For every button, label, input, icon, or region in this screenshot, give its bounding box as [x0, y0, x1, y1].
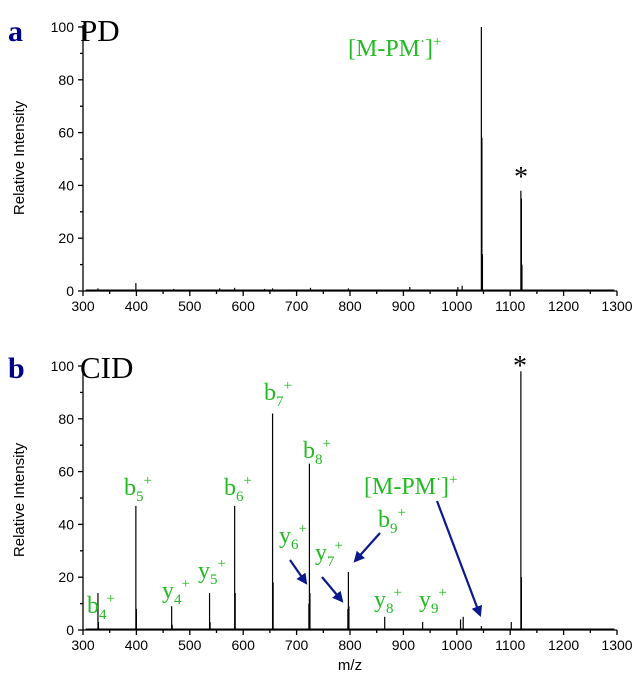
- x-tick-label: 1300: [601, 637, 632, 653]
- panel-a-y-axis-title: Relative Intensity: [11, 100, 28, 215]
- y-tick-label: 60: [58, 125, 74, 141]
- x-tick-label: 700: [285, 637, 309, 653]
- panel-b-annotations: b4+ b5+ y4+ y5+ b6+ b7+ b8+ y6+ y7+ b9+ y8+ y9+ [M-P…: [87, 351, 527, 623]
- x-tick-label: 1100: [495, 637, 525, 653]
- ion-label-y9: y9+: [419, 585, 447, 617]
- panel-a-axes: 300 400 500 600 700 800 900 1000 1100 1200 1300 0 20…: [51, 19, 633, 314]
- panel-b-y-axis-title: Relative Intensity: [11, 442, 28, 557]
- ion-label-b6: b6+: [224, 473, 252, 505]
- y-tick-label: 100: [51, 19, 75, 35]
- x-tick-label: 1200: [548, 298, 579, 314]
- ion-label-b4: b4+: [87, 591, 115, 623]
- annotation-arrow: [321, 576, 344, 603]
- x-tick-label: 700: [285, 298, 309, 314]
- x-tick-label: 1000: [441, 637, 472, 653]
- y-tick-label: 0: [66, 283, 74, 299]
- ion-label-y4: y4+: [162, 576, 190, 608]
- y-tick-label: 40: [58, 516, 74, 532]
- ion-label-y8: y8+: [374, 585, 402, 617]
- panel-a-annotations: [M-PM·]+ *: [348, 34, 528, 193]
- panel-b-spectrum: b CID Relative Intensity m/z 300 400 500 60…: [8, 350, 633, 674]
- panel-b-peaks: [85, 371, 615, 630]
- x-tick-label: 400: [125, 637, 149, 653]
- x-tick-label: 500: [178, 637, 202, 653]
- ion-label-y6: y6+: [279, 521, 307, 553]
- x-tick-label: 1300: [601, 298, 632, 314]
- panel-a-peaks: [85, 27, 615, 291]
- x-tick-label: 800: [338, 298, 362, 314]
- x-tick-label: 600: [232, 637, 256, 653]
- x-tick-label: 1100: [495, 298, 525, 314]
- annotation-arrow: [435, 500, 483, 618]
- x-tick-label: 300: [71, 298, 95, 314]
- ion-label-b8: b8+: [303, 436, 331, 468]
- x-tick-label: 800: [338, 637, 362, 653]
- ion-label-y7: y7+: [315, 538, 343, 570]
- y-tick-label: 40: [58, 177, 74, 193]
- ion-label-b9: b9+: [378, 505, 406, 537]
- precursor-star-label: *: [514, 162, 528, 193]
- y-tick-label: 20: [58, 569, 74, 585]
- ion-label-y5: y5+: [198, 556, 226, 588]
- y-tick-label: 80: [58, 411, 74, 427]
- ion-label-b5: b5+: [124, 473, 152, 505]
- y-tick-label: 20: [58, 230, 74, 246]
- x-tick-label: 1000: [441, 298, 472, 314]
- annotation-arrow: [353, 532, 381, 563]
- y-tick-label: 80: [58, 72, 74, 88]
- y-tick-label: 0: [66, 622, 74, 638]
- precursor-loss-label: [M-PM·]+: [364, 472, 457, 500]
- panel-a-letter: a: [8, 15, 23, 48]
- panel-b-x-axis-title: m/z: [338, 657, 362, 674]
- panel-b-title: CID: [80, 350, 133, 385]
- y-tick-label: 100: [51, 358, 75, 374]
- precursor-loss-label: [M-PM·]+: [348, 34, 441, 62]
- x-tick-label: 900: [392, 637, 416, 653]
- x-tick-label: 300: [71, 637, 95, 653]
- panel-a-title: PD: [80, 13, 120, 48]
- x-tick-label: 1200: [548, 637, 579, 653]
- panel-b-letter: b: [8, 352, 25, 385]
- x-tick-label: 400: [125, 298, 149, 314]
- ion-label-b7: b7+: [264, 378, 292, 410]
- x-tick-label: 900: [392, 298, 416, 314]
- annotation-arrow: [289, 559, 308, 585]
- precursor-star-label: *: [513, 351, 527, 382]
- x-tick-label: 500: [178, 298, 202, 314]
- y-tick-label: 60: [58, 464, 74, 480]
- panel-b-axes: 300 400 500 600 700 800 900 1000 1100 1200 1300 0 20…: [51, 358, 633, 653]
- panel-a-spectrum: a PD Relative Intensity 300 400 500 600 700 8…: [8, 13, 633, 314]
- x-tick-label: 600: [232, 298, 256, 314]
